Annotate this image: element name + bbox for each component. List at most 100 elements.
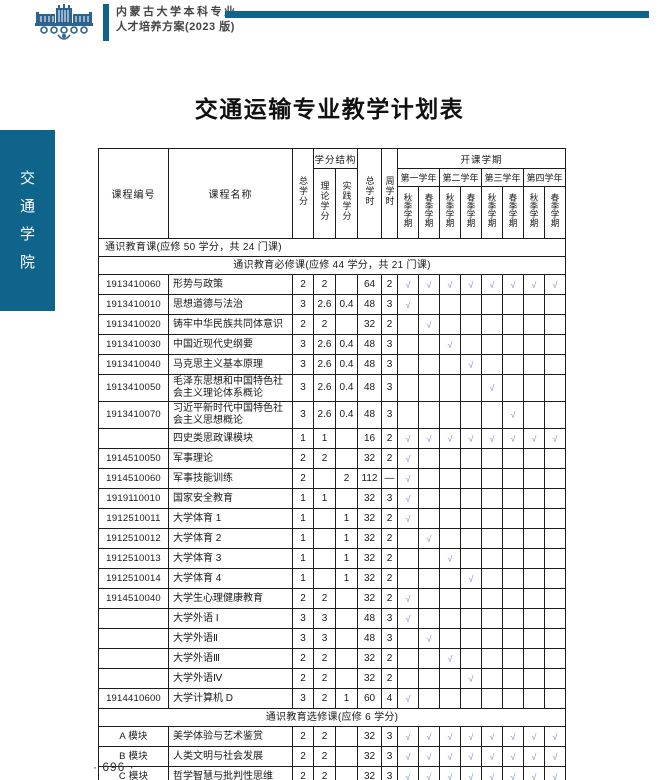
total-credits-cell: 3 xyxy=(292,374,314,402)
semester-empty-cell xyxy=(481,668,504,689)
total-hours-cell: 112 xyxy=(357,468,383,489)
semester-check-cell: √ xyxy=(481,374,504,402)
course-name-cell: 大学外语 Ⅰ xyxy=(168,608,293,629)
semester-check-cell: √ xyxy=(523,746,546,767)
practice-credits-cell xyxy=(334,448,359,469)
header-course-id: 课程编号 xyxy=(98,148,169,239)
semester-empty-cell xyxy=(544,401,567,429)
total-hours-cell: 48 xyxy=(357,294,383,315)
course-name-cell: 军事技能训练 xyxy=(168,468,293,489)
semester-empty-cell xyxy=(544,468,567,489)
semester-check-cell: √ xyxy=(418,274,441,295)
weekly-hours-cell: 2 xyxy=(381,274,399,295)
course-name-cell: 马克思主义基本原理 xyxy=(168,354,293,375)
semester-empty-cell xyxy=(544,374,567,402)
semester-check-cell: √ xyxy=(502,401,525,429)
semester-empty-cell xyxy=(502,294,525,315)
semester-empty-cell xyxy=(460,688,483,709)
semester-empty-cell xyxy=(502,568,525,589)
semester-empty-cell xyxy=(523,354,546,375)
weekly-hours-cell: 2 xyxy=(381,588,399,609)
semester-check-cell: √ xyxy=(397,766,420,780)
semester-empty-cell xyxy=(481,568,504,589)
semester-check-cell: √ xyxy=(502,428,525,449)
weekly-hours-cell: 3 xyxy=(381,488,399,509)
total-hours-cell: 32 xyxy=(357,726,383,747)
semester-empty-cell xyxy=(439,688,462,709)
semester-check-cell: √ xyxy=(439,548,462,569)
semester-check-cell: √ xyxy=(460,726,483,747)
total-hours-cell: 32 xyxy=(357,548,383,569)
practice-credits-cell xyxy=(334,746,359,767)
total-credits-cell: 1 xyxy=(292,488,314,509)
semester-empty-cell xyxy=(544,688,567,709)
semester-check-cell: √ xyxy=(439,334,462,355)
course-id-cell: 1913410050 xyxy=(98,374,169,402)
total-hours-cell: 16 xyxy=(357,428,383,449)
course-name-cell: 大学生心理健康教育 xyxy=(168,588,293,609)
semester-empty-cell xyxy=(418,401,441,429)
header-year-2: 第二学年 xyxy=(439,168,483,187)
total-hours-cell: 32 xyxy=(357,668,383,689)
header-fall-y2: 秋季学期 xyxy=(439,186,462,239)
header-credit-structure: 学分结构 xyxy=(312,148,359,169)
semester-empty-cell xyxy=(418,568,441,589)
semester-empty-cell xyxy=(397,668,420,689)
semester-empty-cell xyxy=(502,608,525,629)
semester-empty-cell xyxy=(460,648,483,669)
semester-empty-cell xyxy=(502,668,525,689)
total-credits-cell: 2 xyxy=(292,726,314,747)
semester-empty-cell xyxy=(460,548,483,569)
total-credits-cell: 1 xyxy=(292,528,314,549)
header-fall-y4: 秋季学期 xyxy=(523,186,546,239)
semester-empty-cell xyxy=(502,354,525,375)
theory-credits-cell xyxy=(313,548,336,569)
course-name-cell: 中国近现代史纲要 xyxy=(168,334,293,355)
practice-credits-cell: 2 xyxy=(334,468,359,489)
practice-credits-cell: 0.4 xyxy=(334,374,359,402)
header-spring-y2: 春季学期 xyxy=(460,186,483,239)
total-hours-cell: 60 xyxy=(357,688,383,709)
total-hours-cell: 32 xyxy=(357,314,383,335)
semester-empty-cell xyxy=(439,401,462,429)
semester-check-cell: √ xyxy=(397,508,420,529)
course-id-cell: 1914510050 xyxy=(98,448,169,469)
semester-empty-cell xyxy=(418,468,441,489)
semester-empty-cell xyxy=(460,588,483,609)
theory-credits-cell: 2.6 xyxy=(313,374,336,402)
semester-empty-cell xyxy=(523,688,546,709)
semester-check-cell: √ xyxy=(523,726,546,747)
university-emblem-icon xyxy=(32,3,96,45)
semester-check-cell: √ xyxy=(523,428,546,449)
total-credits-cell: 2 xyxy=(292,648,314,669)
theory-credits-cell: 2.6 xyxy=(313,334,336,355)
total-credits-cell: 3 xyxy=(292,401,314,429)
weekly-hours-cell: 2 xyxy=(381,528,399,549)
theory-credits-cell: 2.6 xyxy=(313,401,336,429)
semester-empty-cell xyxy=(544,334,567,355)
table-row: 大学外语Ⅲ 2 2 32 2 √ xyxy=(98,648,567,669)
table-row: A 模块 美学体验与艺术鉴赏 2 2 32 3 √ √ √ √ √ √ √ √ xyxy=(98,726,567,747)
semester-empty-cell xyxy=(418,688,441,709)
masthead-rule-bar xyxy=(225,11,649,18)
total-hours-cell: 48 xyxy=(357,628,383,649)
course-name-cell: 思想道德与法治 xyxy=(168,294,293,315)
semester-check-cell: √ xyxy=(439,746,462,767)
weekly-hours-cell: 3 xyxy=(381,726,399,747)
semester-empty-cell xyxy=(523,468,546,489)
semester-check-cell: √ xyxy=(397,588,420,609)
table-row: 1914410600 大学计算机 D 3 2 1 60 4 √ xyxy=(98,688,567,709)
semester-empty-cell xyxy=(439,468,462,489)
semester-empty-cell xyxy=(481,648,504,669)
total-credits-cell: 3 xyxy=(292,688,314,709)
course-id-cell: 1912510014 xyxy=(98,568,169,589)
course-id-cell: 1912510011 xyxy=(98,508,169,529)
course-name-cell: 人类文明与社会发展 xyxy=(168,746,293,767)
theory-credits-cell: 2 xyxy=(313,688,336,709)
semester-empty-cell xyxy=(418,354,441,375)
semester-empty-cell xyxy=(481,468,504,489)
theory-credits-cell: 2 xyxy=(313,274,336,295)
theory-credits-cell: 2 xyxy=(313,766,336,780)
theory-credits-cell: 1 xyxy=(313,428,336,449)
course-id-cell: 1919110010 xyxy=(98,488,169,509)
